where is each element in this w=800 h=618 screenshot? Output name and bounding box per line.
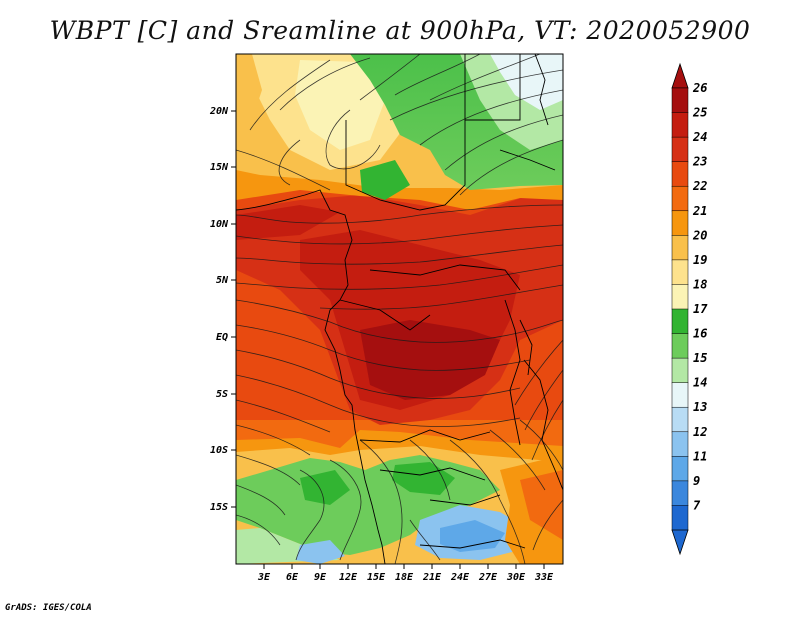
lon-axis: 3E 6E 9E 12E 15E 18E 21E 24E 27E 30E 33E [257,564,554,583]
wbpt-field [236,54,563,564]
lat-label: 10S [210,445,228,456]
colorbar-label: 15 [693,351,707,365]
colorbar-segment [671,308,689,335]
colorbar-label: 17 [693,302,708,316]
colorbar-segment [671,235,689,261]
colorbar-label: 12 [693,425,707,439]
lat-label: 10N [210,219,229,230]
colorbar-segment [671,284,689,310]
colorbar-label: 23 [692,155,707,169]
lon-label: 15E [367,572,386,583]
colorbar-segment [671,357,689,384]
colorbar-segment [671,456,689,482]
lon-label: 9E [314,572,327,583]
colorbar-segment [671,259,689,286]
colorbar-bottom-arrow [671,529,689,556]
colorbar-label: 22 [692,179,707,193]
colorbar-segment [671,431,689,457]
lat-label: 15N [210,162,229,173]
lon-label: 21E [422,572,442,583]
colorbar-segment [671,210,689,236]
colorbar-segment [671,505,689,531]
lon-label: 24E [450,572,470,583]
lon-label: 12E [339,572,358,583]
colorbar-label: 16 [693,327,707,341]
map-title: WBPT [C] and Sreamline at 900hPa, VT: 20… [49,16,751,45]
colorbar-label: 11 [693,449,707,463]
lat-label: 15S [210,502,228,513]
colorbar-label: 14 [693,376,707,390]
lon-label: 30E [506,572,526,583]
colorbar-segment [671,480,689,507]
lat-label: 5S [216,389,228,400]
colorbar-segment [671,382,689,408]
colorbar-top-arrow [671,62,689,89]
colorbar-segment [671,87,689,114]
colorbar-segment [671,112,689,138]
colorbar-label: 26 [692,81,707,95]
colorbar-label: 9 [693,474,700,488]
lon-label: 6E [286,572,299,583]
colorbar-label: 21 [692,204,707,218]
colorbar-label: 7 [693,498,701,512]
colorbar-label: 13 [693,400,707,414]
lon-label: 33E [534,572,554,583]
colorbar-label: 24 [692,130,707,144]
lat-axis: 20N 15N 10N 5N EQ 5S 10S 15S [209,106,236,513]
colorbar-label: 19 [693,253,707,267]
lon-label: 3E [257,572,271,583]
colorbar-label: 20 [692,228,707,242]
colorbar-segment [671,136,689,163]
map-frame [235,53,564,565]
colorbar-label: 25 [692,106,707,120]
lat-label: 20N [209,106,229,117]
colorbar-segment [671,185,689,212]
lon-label: 18E [395,572,414,583]
colorbar-label: 18 [693,277,707,291]
footer-credit: GrADS: IGES/COLA [5,603,92,613]
colorbar-segment [671,406,689,433]
colorbar-segment [671,333,689,359]
colorbar: 26 25 24 23 22 21 20 19 18 17 16 15 14 13 12 11 9 7 [671,62,708,556]
lat-label: EQ [216,332,228,343]
lat-label: 5N [216,275,229,286]
lon-label: 27E [478,572,498,583]
colorbar-segment [671,161,689,187]
